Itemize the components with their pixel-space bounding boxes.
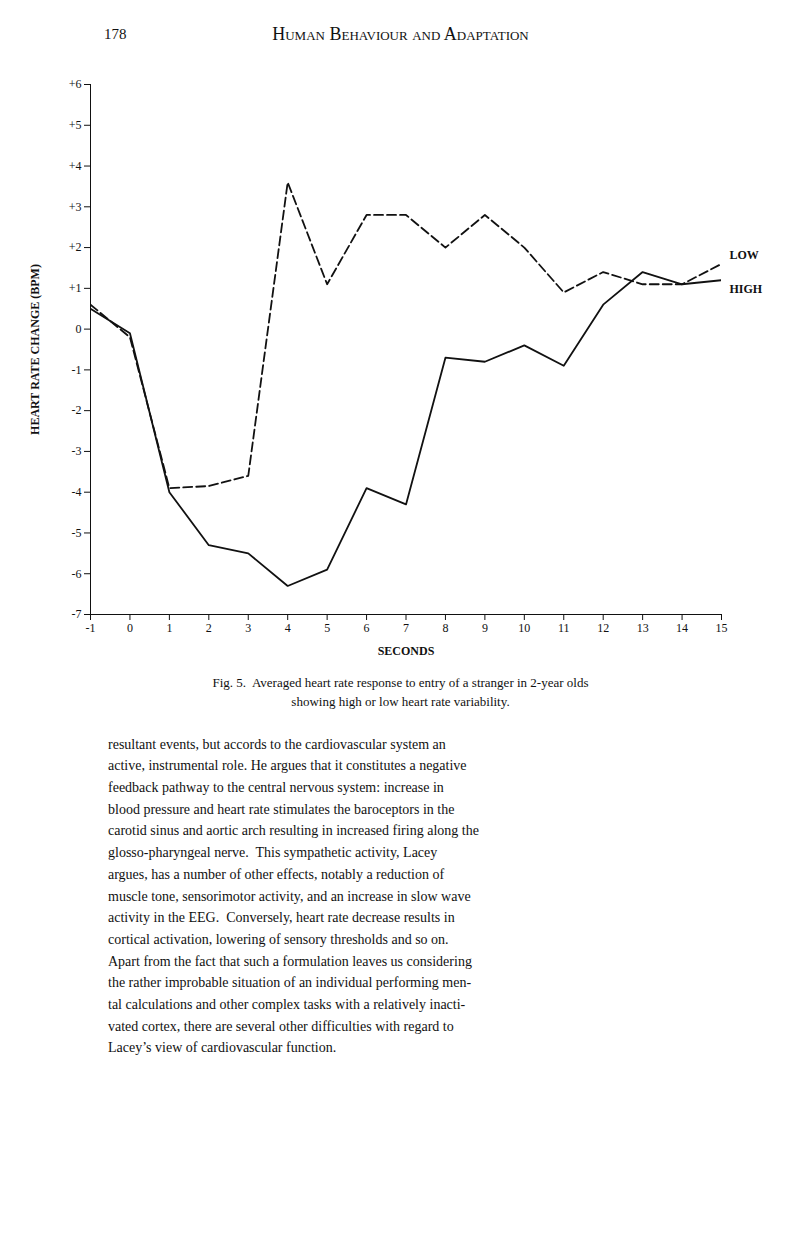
svg-text:HEART RATE CHANGE (BPM): HEART RATE CHANGE (BPM) xyxy=(28,264,42,435)
svg-text:SECONDS: SECONDS xyxy=(378,644,435,658)
svg-text:+4: +4 xyxy=(69,159,82,173)
svg-text:-4: -4 xyxy=(72,485,82,499)
svg-text:1: 1 xyxy=(166,621,172,635)
svg-text:4: 4 xyxy=(285,621,291,635)
html-text:Human Behaviour and Adaptation: Human Behaviour and Adaptation xyxy=(272,24,529,44)
svg-text:14: 14 xyxy=(676,621,688,635)
svg-text:LOW: LOW xyxy=(730,248,759,262)
svg-text:HIGH: HIGH xyxy=(730,282,763,296)
svg-text:-7: -7 xyxy=(72,607,82,621)
svg-text:9: 9 xyxy=(482,621,488,635)
svg-text:-2: -2 xyxy=(72,403,82,417)
html-text:178: 178 xyxy=(104,26,127,42)
svg-text:3: 3 xyxy=(245,621,251,635)
svg-text:+6: +6 xyxy=(69,77,82,91)
svg-text:-1: -1 xyxy=(86,621,96,635)
svg-text:10: 10 xyxy=(518,621,530,635)
svg-text:+5: +5 xyxy=(69,118,82,132)
svg-text:0: 0 xyxy=(76,322,82,336)
svg-text:+3: +3 xyxy=(69,200,82,214)
svg-text:-6: -6 xyxy=(72,567,82,581)
svg-text:11: 11 xyxy=(558,621,570,635)
svg-text:+1: +1 xyxy=(69,281,82,295)
svg-text:+2: +2 xyxy=(69,240,82,254)
svg-text:2: 2 xyxy=(206,621,212,635)
svg-text:-1: -1 xyxy=(72,363,82,377)
svg-text:8: 8 xyxy=(442,621,448,635)
svg-text:7: 7 xyxy=(403,621,409,635)
svg-text:12: 12 xyxy=(597,621,609,635)
html-text:Fig. 5. Averaged heart rate re: Fig. 5. Averaged heart rate response to … xyxy=(212,675,589,709)
svg-text:6: 6 xyxy=(364,621,370,635)
html-text:resultant events, but accords: resultant events, but accords to the car… xyxy=(108,736,479,1056)
svg-text:-3: -3 xyxy=(72,444,82,458)
svg-text:13: 13 xyxy=(637,621,649,635)
svg-text:15: 15 xyxy=(716,621,728,635)
svg-text:0: 0 xyxy=(127,621,133,635)
svg-text:5: 5 xyxy=(324,621,330,635)
svg-text:-5: -5 xyxy=(72,526,82,540)
